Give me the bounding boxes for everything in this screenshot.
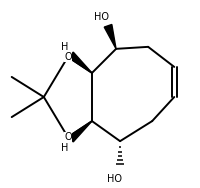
- Text: O: O: [64, 52, 72, 62]
- Polygon shape: [104, 24, 116, 49]
- Text: O: O: [64, 132, 72, 142]
- Text: HO: HO: [107, 174, 122, 184]
- Text: H: H: [61, 42, 69, 52]
- Text: H: H: [61, 143, 69, 153]
- Polygon shape: [69, 121, 92, 142]
- Polygon shape: [69, 52, 92, 73]
- Text: HO: HO: [94, 12, 109, 22]
